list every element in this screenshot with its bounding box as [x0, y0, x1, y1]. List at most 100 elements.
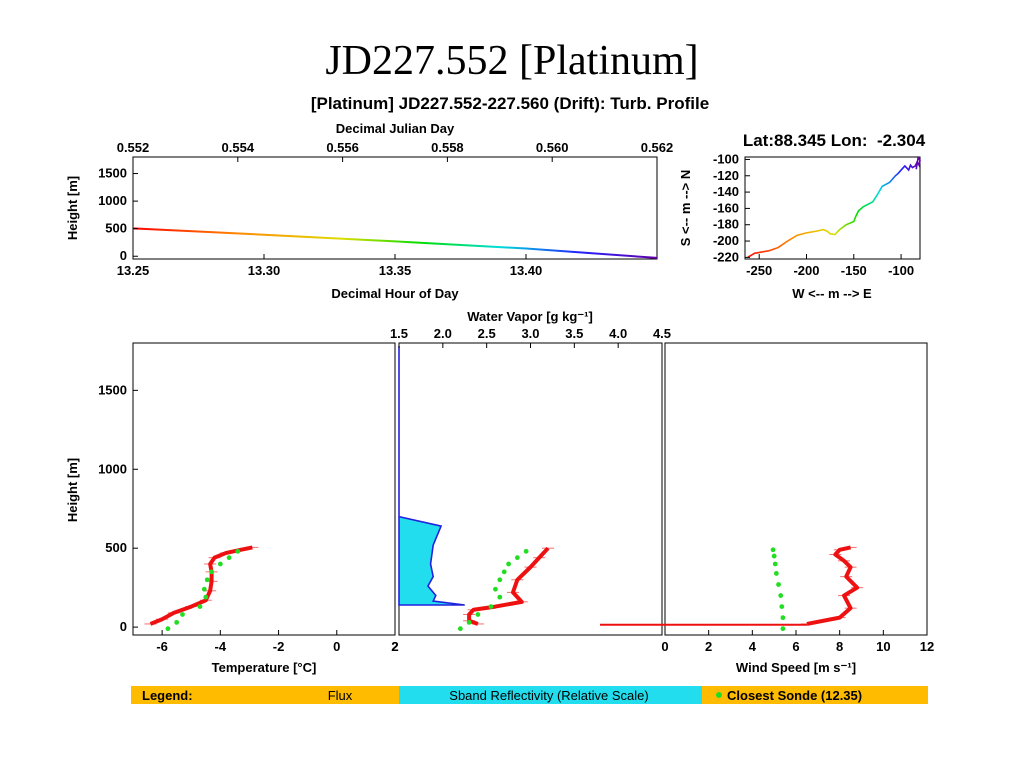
wind-speed-xtick-tick-label: 2 [705, 639, 712, 654]
track-time-x2tick-tick-label: 0.562 [641, 140, 674, 155]
panel-wind-speed: 0 2 4 6 8 10 12 Wind Speed [m s⁻¹] [600, 342, 934, 675]
track-map-ytick-tick-label: -220 [713, 249, 739, 264]
track-map-xtick-tick-label: -250 [746, 263, 772, 278]
temperature-ylabel: Height [m] [65, 458, 80, 522]
water-vapor-flux-line [467, 546, 550, 626]
track-time-xtick-tick-label: 13.40 [510, 263, 543, 278]
water-vapor-sonde-point [457, 626, 463, 632]
wind-speed-xtick-tick-label: 8 [836, 639, 843, 654]
wind-speed-sonde-point [776, 582, 781, 587]
temperature-xtick-tick-label: 0 [333, 639, 340, 654]
panel-temperature: -6 -4 -2 0 2 0 500 1000 1500 Temperature [°C] H… [65, 342, 399, 675]
track-time-line [132, 227, 658, 259]
temperature-flux-line [149, 545, 253, 626]
track-time-ytick-tick-label: 0 [120, 248, 127, 263]
water-vapor-sonde-point [488, 604, 494, 609]
track-map-ylabel: S <-- m --> N [678, 170, 693, 247]
water-vapor-sonde-point [523, 548, 529, 554]
track-map-ytick-tick-label: -180 [713, 217, 739, 232]
temperature-xlabel: Temperature [°C] [212, 660, 317, 675]
track-map-ytick-tick-label: -160 [713, 200, 739, 215]
water-vapor-xtick-label: 2 [391, 639, 398, 654]
legend-label: Legend: [142, 688, 193, 703]
water-vapor-sonde-point [497, 577, 503, 583]
track-time-frame [132, 156, 658, 260]
wind-speed-xtick-tick-label: 12 [920, 639, 934, 654]
water-vapor-x2tick-tick-label: 2.0 [434, 326, 452, 341]
temperature-xtick-tick-label: 2 [391, 639, 398, 654]
panel-track-map: -250 -200 -150 -100 -100-120-140-160-180-20… [678, 131, 926, 301]
water-vapor-sonde-point [493, 586, 498, 592]
temperature-sonde-point [204, 577, 210, 583]
panel-track-time: 13.25 13.30 13.35 13.40 0.552 0.554 0.556 0.55… [65, 121, 673, 301]
water-vapor-sonde-point [514, 555, 520, 561]
track-time-xtick-tick-label: 13.30 [248, 263, 281, 278]
legend-sonde: Closest Sonde (12.35) [727, 688, 862, 703]
wind-speed-sonde-point [780, 615, 786, 621]
temperature-sonde-point [174, 619, 180, 625]
temperature-ytick-tick-label: 1000 [98, 461, 127, 476]
track-map-ytick-tick-label: -100 [713, 151, 739, 166]
wind-speed-sonde-point [779, 604, 785, 609]
track-time-x2label: Decimal Julian Day [336, 121, 455, 136]
track-time-x2tick-tick-label: 0.558 [431, 140, 464, 155]
wind-speed-xtick-tick-label: 10 [876, 639, 890, 654]
temperature-xtick-tick-label: -6 [156, 639, 168, 654]
track-map-xtick-tick-label: -200 [793, 263, 819, 278]
temperature-sonde-point [165, 626, 171, 632]
wind-speed-sonde-point [778, 593, 784, 598]
water-vapor-sonde-point [501, 569, 507, 575]
legend-sonde-marker [716, 692, 722, 698]
track-map-ytick-tick-label: -120 [713, 168, 739, 183]
temperature-sonde-point [203, 594, 209, 600]
track-time-ylabel: Height [m] [65, 176, 80, 240]
track-map-ytick-tick-label: -140 [713, 184, 739, 199]
temperature-sonde-point [197, 604, 203, 609]
water-vapor-sonde-point [466, 619, 472, 625]
wind-speed-sonde-point [780, 626, 786, 632]
track-map-ytick-tick-label: -200 [713, 233, 739, 248]
wind-speed-xtick-tick-label: 6 [792, 639, 799, 654]
track-map-title: Lat:88.345 Lon: -2.304 [743, 131, 926, 150]
wind-speed-xlabel: Wind Speed [m s⁻¹] [736, 660, 856, 675]
track-time-ytick-tick-label: 500 [105, 221, 127, 236]
temperature-ytick-tick-label: 1500 [98, 382, 127, 397]
temperature-ytick-tick-label: 500 [105, 540, 127, 555]
water-vapor-x2tick-tick-label: 1.5 [390, 326, 408, 341]
temperature-frame [132, 342, 396, 636]
track-map-frame [744, 156, 921, 260]
wind-speed-xtick-tick-label: 0 [661, 639, 668, 654]
track-map-line [747, 155, 921, 259]
water-vapor-x2tick-tick-label: 3.5 [565, 326, 583, 341]
water-vapor-x2tick-tick-label: 2.5 [478, 326, 496, 341]
water-vapor-x2label: Water Vapor [g kg⁻¹] [467, 309, 593, 324]
wind-speed-sonde-point [771, 553, 777, 559]
track-time-xlabel: Decimal Hour of Day [331, 286, 459, 301]
water-vapor-frame [398, 342, 663, 636]
legend-flux: Flux [328, 688, 353, 703]
wind-speed-sonde-point [772, 561, 778, 567]
wind-speed-sonde-point [770, 547, 776, 553]
water-vapor-sonde-point [506, 561, 511, 567]
water-vapor-x2tick-tick-label: 3.0 [521, 326, 539, 341]
water-vapor-x2tick-tick-label: 4.5 [653, 326, 671, 341]
wind-speed-frame [664, 342, 928, 636]
temperature-sonde-point [235, 548, 241, 554]
track-map-xtick-tick-label: -100 [888, 263, 914, 278]
wind-speed-xtick-tick-label: 4 [749, 639, 757, 654]
figure-title: [Platinum] JD227.552-227.560 (Drift): Tu… [311, 94, 709, 113]
slide-title: JD227.552 [Platinum] [325, 38, 699, 84]
track-time-ytick-tick-label: 1000 [98, 193, 127, 208]
track-time-x2tick-tick-label: 0.554 [222, 140, 255, 155]
track-time-x2tick-tick-label: 0.556 [326, 140, 359, 155]
track-map-xlabel: W <-- m --> E [792, 286, 872, 301]
temperature-ytick-tick-label: 0 [120, 619, 127, 634]
water-vapor-sonde-point [475, 612, 481, 617]
temperature-sonde-point [209, 569, 215, 575]
sband-reflectivity-area [398, 346, 465, 606]
temperature-xtick-tick-label: -4 [215, 639, 227, 654]
legend: Legend: Flux Sband Reflectivity (Relativ… [131, 686, 928, 704]
temperature-sonde-point [226, 555, 232, 561]
temperature-sonde-point [217, 561, 223, 567]
track-time-xtick-tick-label: 13.35 [379, 263, 412, 278]
